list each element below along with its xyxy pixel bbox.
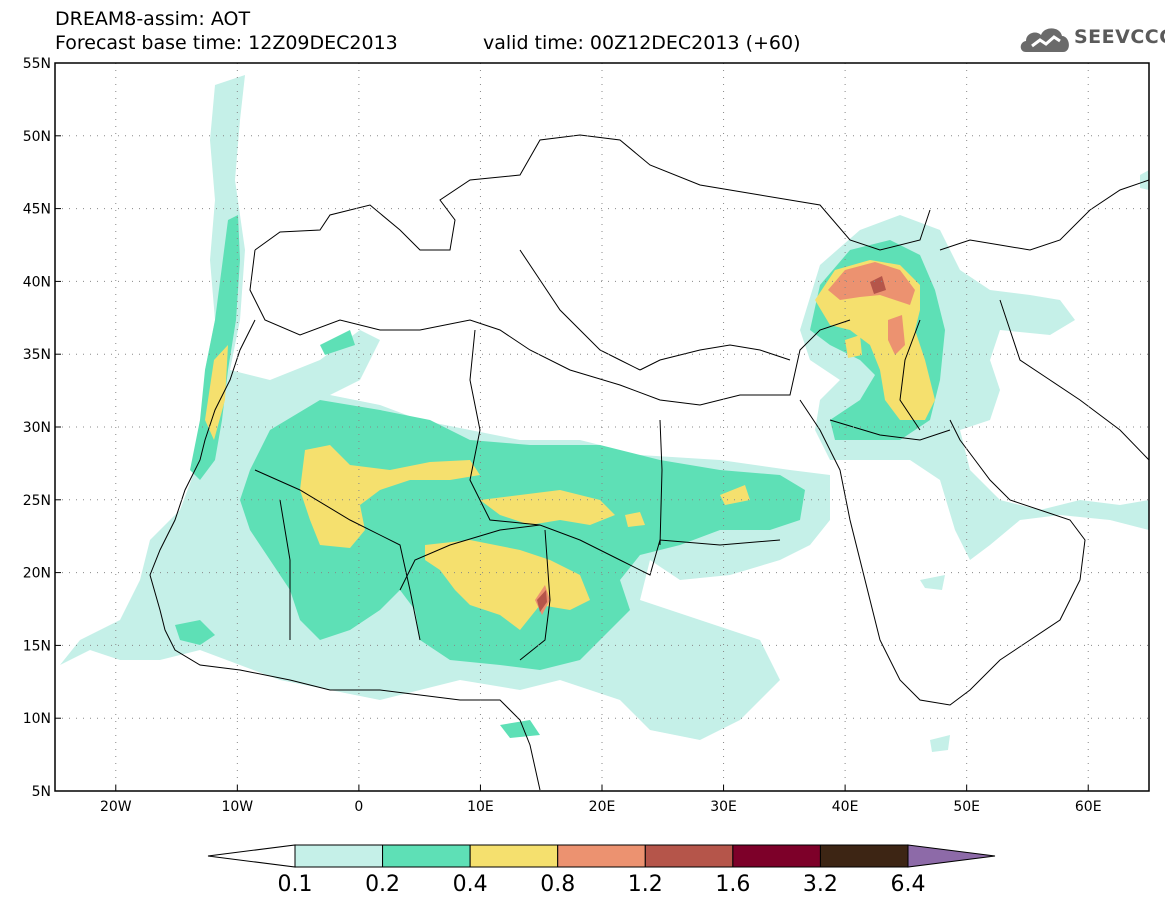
lon-tick-label: 30E: [710, 799, 737, 815]
lat-tick-label: 20N: [23, 566, 51, 582]
colorbar-swatch: [819, 844, 909, 868]
lat-tick-label: 30N: [23, 420, 51, 436]
colorbar-under-arrow: [207, 844, 296, 868]
colorbar-swatch: [469, 844, 559, 868]
colorbar-label: 1.2: [628, 872, 663, 897]
colorbar-label: 6.4: [891, 872, 926, 897]
lat-tick-label: 15N: [23, 638, 51, 654]
lon-tick-label: 20E: [589, 799, 616, 815]
graticule: [55, 63, 1149, 791]
aot-level-1.2: [537, 276, 886, 612]
aot-contours: [60, 75, 1149, 752]
lon-tick-label: 50E: [953, 799, 980, 815]
lat-tick-label: 50N: [23, 129, 51, 145]
lat-tick-label: 35N: [23, 347, 51, 363]
lat-tick-label: 25N: [23, 493, 51, 509]
lon-tick-label: 10W: [221, 799, 253, 815]
colorbar-swatch: [644, 844, 734, 868]
lon-tick-label: 0: [354, 799, 363, 815]
colorbar-over-arrow: [907, 844, 996, 868]
logo-text: SEEVCCC: [1074, 26, 1165, 48]
cloud-icon: [1020, 28, 1069, 52]
colorbar-swatch: [294, 844, 384, 868]
seevccc-logo: SEEVCCC: [1018, 22, 1165, 58]
map-title: DREAM8-assim: AOT: [55, 8, 251, 30]
lat-tick-label: 40N: [23, 274, 51, 290]
lat-tick-label: 55N: [23, 56, 51, 72]
lat-tick-label: 10N: [23, 711, 51, 727]
lat-tick-label: 45N: [23, 202, 51, 218]
colorbar-label: 3.2: [803, 872, 838, 897]
colorbar-label: 0.1: [278, 872, 313, 897]
colorbar-label: 0.2: [365, 872, 400, 897]
colorbar-label: 0.8: [540, 872, 575, 897]
lon-tick-label: 60E: [1075, 799, 1102, 815]
colorbar-label: 0.4: [453, 872, 488, 897]
colorbar-swatch: [732, 844, 821, 868]
forecast-base-time: Forecast base time: 12Z09DEC2013: [55, 32, 398, 54]
colorbar-swatch: [557, 844, 646, 868]
colorbar: 0.1 0.2 0.4 0.8 1.2 1.6 3.2 6.4: [207, 844, 996, 897]
latitude-ticks: 55N 50N 45N 40N 35N 30N 25N 20N 15N 10N 5N: [23, 56, 61, 800]
valid-time: valid time: 00Z12DEC2013 (+60): [483, 32, 801, 54]
longitude-ticks: 20W 10W 0 10E 20E 30E 40E 50E 60E: [100, 785, 1102, 815]
lat-tick-label: 5N: [32, 784, 51, 800]
lon-tick-label: 20W: [100, 799, 132, 815]
lon-tick-label: 40E: [832, 799, 859, 815]
colorbar-swatch: [382, 844, 471, 868]
colorbar-label: 1.6: [715, 872, 750, 897]
lon-tick-label: 10E: [467, 799, 494, 815]
